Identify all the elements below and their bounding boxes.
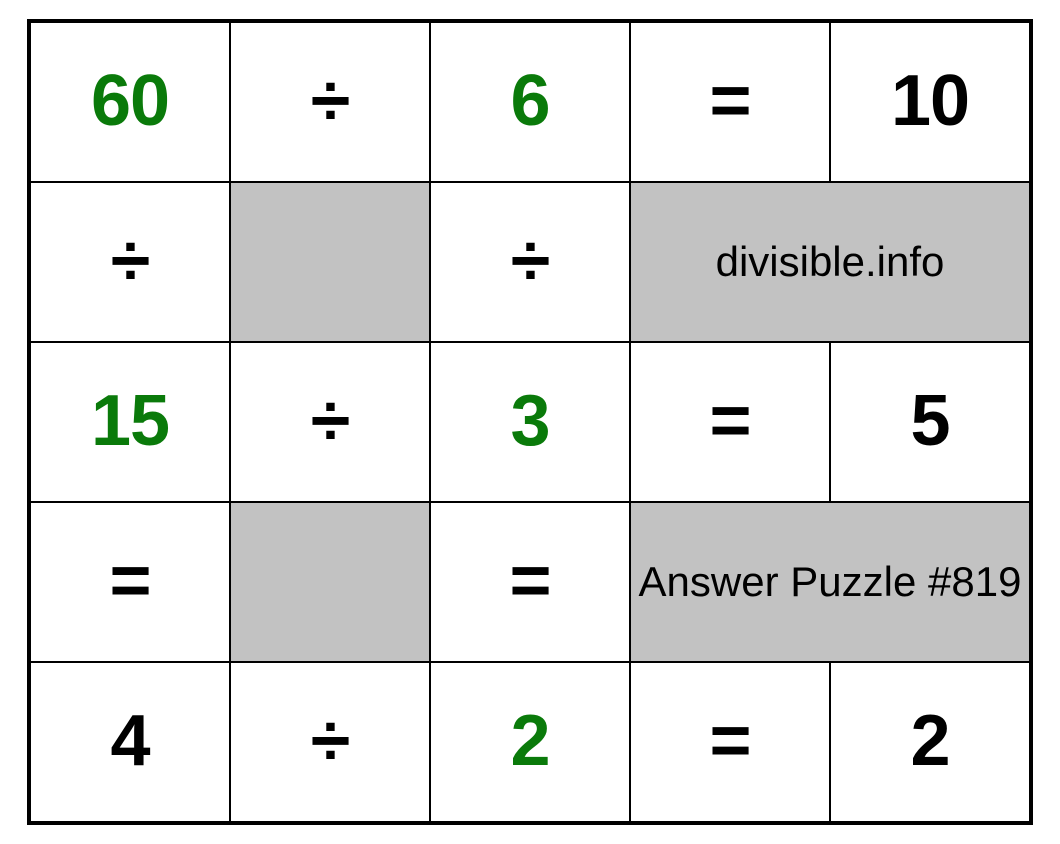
cell-r3-info: Answer Puzzle #819 bbox=[630, 502, 1030, 662]
cell-r4-c3: = bbox=[630, 662, 830, 822]
puzzle-grid: 60 ÷ 6 = 10 ÷ ÷ divisible.info 15 ÷ 3 = … bbox=[27, 19, 1033, 825]
cell-r1-c2: ÷ bbox=[430, 182, 630, 342]
cell-r0-c4: 10 bbox=[830, 22, 1030, 182]
cell-r3-c2: = bbox=[430, 502, 630, 662]
cell-r4-c0: 4 bbox=[30, 662, 230, 822]
cell-r3-c1 bbox=[230, 502, 430, 662]
cell-r4-c4: 2 bbox=[830, 662, 1030, 822]
cell-r1-c0: ÷ bbox=[30, 182, 230, 342]
cell-r2-c2: 3 bbox=[430, 342, 630, 502]
cell-r1-c1 bbox=[230, 182, 430, 342]
cell-r0-c0: 60 bbox=[30, 22, 230, 182]
cell-r0-c2: 6 bbox=[430, 22, 630, 182]
cell-r0-c3: = bbox=[630, 22, 830, 182]
cell-r2-c0: 15 bbox=[30, 342, 230, 502]
cell-r4-c2: 2 bbox=[430, 662, 630, 822]
cell-r3-c0: = bbox=[30, 502, 230, 662]
cell-r0-c1: ÷ bbox=[230, 22, 430, 182]
cell-r4-c1: ÷ bbox=[230, 662, 430, 822]
cell-r2-c4: 5 bbox=[830, 342, 1030, 502]
cell-r2-c1: ÷ bbox=[230, 342, 430, 502]
cell-r1-info: divisible.info bbox=[630, 182, 1030, 342]
cell-r2-c3: = bbox=[630, 342, 830, 502]
